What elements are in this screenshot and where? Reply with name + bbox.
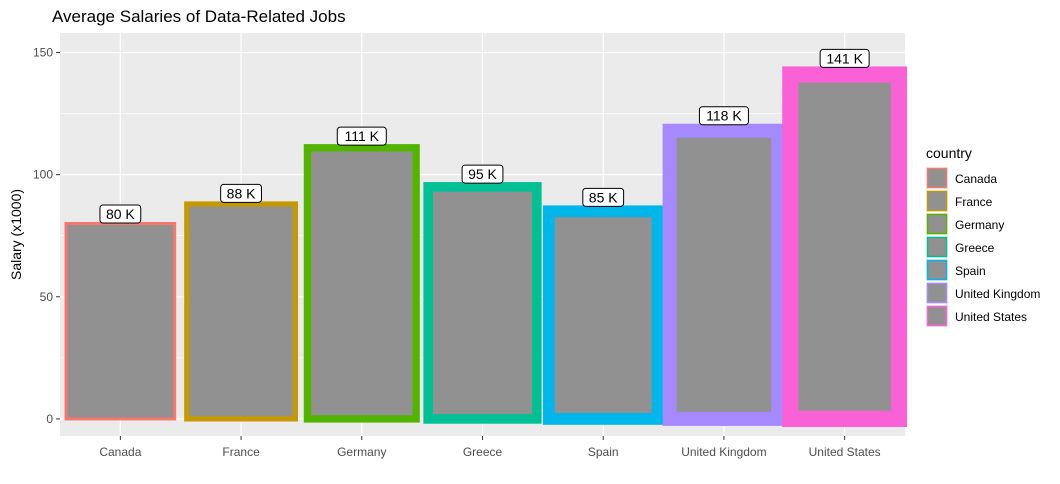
data-label: 141 K — [819, 48, 870, 68]
data-labels: 80 K 88 K 111 K 95 K 85 K 118 K 141 K — [99, 48, 870, 224]
bar-germany — [303, 144, 420, 423]
bar-spain — [542, 205, 664, 425]
bar-canada — [64, 222, 177, 421]
data-label-box — [582, 187, 625, 207]
legend-key — [926, 190, 948, 212]
legend-key — [926, 282, 948, 304]
legend-label: United States — [955, 310, 1027, 324]
x-tick-label: Greece — [463, 445, 503, 459]
y-tick-label: 150 — [33, 46, 53, 60]
legend-title: country — [926, 145, 972, 161]
legend-key — [926, 236, 948, 258]
legend-label: Canada — [955, 172, 997, 186]
data-label-box — [819, 48, 870, 68]
data-label-box — [336, 126, 387, 146]
bars — [64, 66, 908, 428]
data-label-text: 95 K — [468, 166, 497, 182]
data-label-box — [698, 106, 749, 126]
legend-label: Germany — [955, 218, 1004, 232]
bar-greece — [423, 182, 542, 424]
legend-label: United Kingdom — [955, 287, 1040, 301]
x-tick-label: United Kingdom — [681, 445, 766, 459]
y-tick-label: 0 — [46, 412, 53, 426]
legend-key — [926, 259, 948, 281]
bar-united-states — [782, 66, 908, 428]
legend-key — [926, 167, 948, 189]
y-tick-label: 100 — [33, 168, 53, 182]
chart-title: Average Salaries of Data-Related Jobs — [52, 7, 346, 26]
legend-label: France — [955, 195, 993, 209]
legend-label: Spain — [955, 264, 986, 278]
y-tick-label: 50 — [40, 290, 54, 304]
data-label-text: 141 K — [826, 50, 863, 66]
data-label-box — [461, 164, 504, 184]
bar-united-kingdom — [662, 123, 786, 426]
data-label-box — [220, 183, 262, 203]
data-label-box — [99, 204, 142, 224]
data-label: 111 K — [336, 126, 387, 146]
data-label: 88 K — [220, 183, 262, 203]
y-axis-title: Salary (x1000) — [8, 189, 24, 280]
data-label: 80 K — [99, 204, 142, 224]
data-label: 85 K — [582, 187, 625, 207]
legend-key — [926, 213, 948, 235]
legend-label: Greece — [955, 241, 995, 255]
x-axis: Canada France Germany Greece Spain United Kin… — [99, 436, 881, 459]
data-label-text: 80 K — [106, 206, 135, 222]
x-tick-label: Germany — [337, 445, 386, 459]
legend-key — [926, 305, 948, 327]
data-label-text: 118 K — [706, 108, 742, 124]
x-tick-label: Spain — [588, 445, 619, 459]
legend: country Canada France Germany Greece Spain Un… — [926, 145, 1040, 327]
x-tick-label: France — [222, 445, 260, 459]
data-label: 95 K — [461, 164, 504, 184]
y-axis: 0 50 100 150 — [33, 46, 60, 426]
data-label: 118 K — [698, 106, 749, 126]
bar-france — [184, 201, 298, 422]
data-label-text: 85 K — [589, 189, 618, 205]
data-label-text: 111 K — [345, 128, 380, 144]
data-label-text: 88 K — [227, 185, 256, 201]
x-tick-label: United States — [809, 445, 881, 459]
x-tick-label: Canada — [99, 445, 141, 459]
